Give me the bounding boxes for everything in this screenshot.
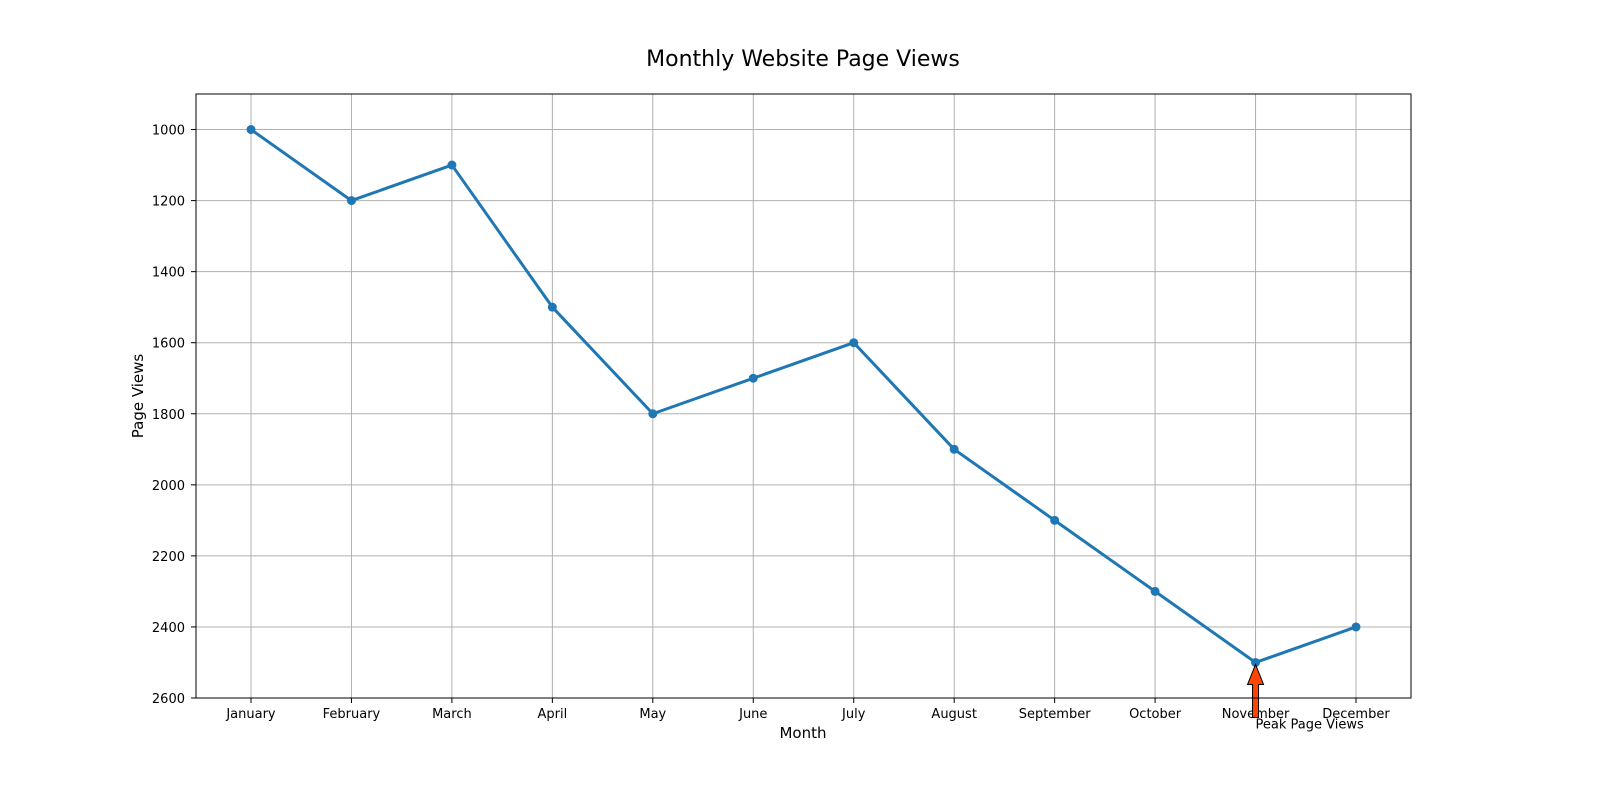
y-tick-label: 1600 [152, 337, 185, 352]
y-axis-label: Page Views [129, 354, 147, 439]
y-tick-label: 1400 [152, 266, 185, 281]
annotation: Peak Page Views [1246, 663, 1364, 732]
x-tick-label: July [841, 707, 866, 722]
data-point [1150, 586, 1160, 596]
x-tick-label: January [225, 707, 276, 722]
data-point [246, 125, 256, 135]
x-tick-label: December [1322, 707, 1390, 722]
x-tick-label: June [738, 707, 767, 722]
x-tick-label: September [1019, 707, 1092, 722]
x-axis: January February March April May June July Augu… [225, 698, 1390, 722]
chart-title: Monthly Website Page Views [646, 47, 960, 72]
y-tick-label: 2200 [152, 550, 185, 565]
data-point [1351, 622, 1361, 632]
x-tick-label: May [639, 707, 666, 722]
data-point [346, 196, 356, 206]
y-tick-label: 1200 [152, 195, 185, 210]
y-tick-label: 2000 [152, 479, 185, 494]
series-line [250, 128, 1357, 664]
annotation-text: Peak Page Views [1256, 717, 1364, 732]
data-point [547, 302, 557, 312]
plot-frame [195, 93, 1412, 699]
data-point [648, 409, 658, 419]
x-tick-label: March [432, 707, 472, 722]
series [246, 125, 1361, 667]
data-point [1050, 515, 1060, 525]
y-tick-label: 1800 [152, 408, 185, 423]
x-tick-label: August [931, 707, 977, 722]
data-point [1251, 657, 1261, 667]
y-axis: 1000 1200 1400 1600 1800 2000 2200 2400 2600 [152, 124, 196, 707]
y-tick-label: 2600 [152, 692, 185, 707]
data-point [949, 444, 959, 454]
grid [196, 94, 1411, 698]
data-point [447, 160, 457, 170]
data-point [748, 373, 758, 383]
data-point [849, 338, 859, 348]
x-tick-label: April [538, 707, 568, 722]
x-tick-label: February [323, 707, 381, 722]
y-tick-label: 2400 [152, 621, 185, 636]
annotation-arrow [1246, 663, 1265, 718]
y-tick-label: 1000 [152, 124, 185, 139]
x-axis-label: Month [779, 724, 826, 742]
x-tick-label: October [1129, 707, 1182, 722]
